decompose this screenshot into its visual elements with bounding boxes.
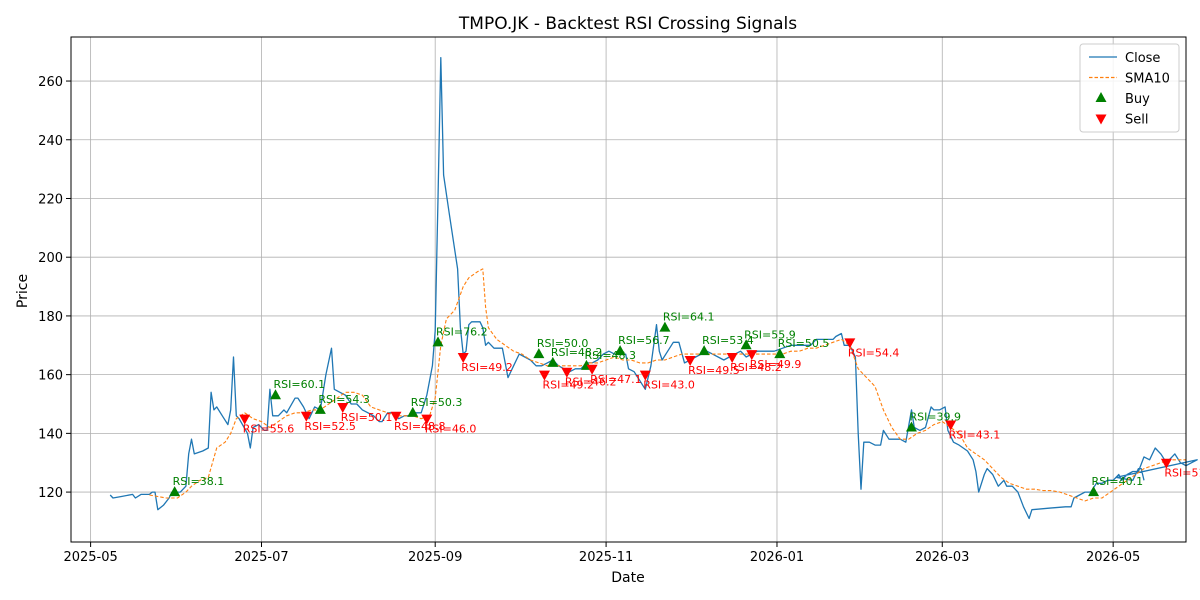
sell-marker (726, 353, 738, 364)
y-tick-label: 180 (38, 310, 63, 325)
legend-box (1079, 43, 1180, 133)
sell-signal-label: RSI=48.8 (394, 420, 446, 433)
sell-signal-label: RSI=55.6 (243, 423, 295, 436)
sell-signal-label: RSI=46.2 (565, 376, 617, 389)
sell-signal-label: RSI=51.9 (1164, 467, 1200, 480)
sell-marker (586, 364, 598, 375)
sell-signal-label: RSI=50.1 (341, 411, 393, 424)
buy-signal-label: RSI=40.1 (1092, 475, 1144, 488)
signal-layer: RSI=38.1 RSI=60.1 RSI=54.3 RSI=50.3 RSI=76.2… (169, 311, 1200, 497)
buy-signal-label: RSI=76.2 (436, 325, 488, 338)
buy-signal-label: RSI=50.0 (537, 337, 589, 350)
legend-entry-buy: Buy (1125, 92, 1150, 107)
sell-signal-label: RSI=54.4 (848, 346, 900, 359)
buy-marker (547, 356, 559, 367)
legend: Close SMA10 Buy Sell (1079, 43, 1180, 133)
legend-entry-close: Close (1125, 51, 1160, 66)
buy-signal-label: RSI=60.1 (274, 378, 326, 391)
buy-marker (169, 486, 181, 497)
sell-signal-label: RSI=48.2 (730, 361, 782, 374)
sell-signal-label: RSI=52.5 (304, 420, 356, 433)
sell-marker (1160, 458, 1172, 469)
y-tick-label: 200 (38, 251, 63, 266)
sell-signal-label: RSI=49.2 (542, 379, 594, 392)
x-axis-ticks: 2025-05 2025-07 2025-09 2025-11 2026-01 2026-… (63, 542, 1140, 565)
buy-signal-label: RSI=54.3 (318, 393, 370, 406)
y-tick-label: 220 (38, 192, 63, 207)
buy-marker (905, 421, 917, 432)
x-tick-label: 2025-07 (234, 550, 288, 565)
buy-signal-label: RSI=50.5 (778, 337, 830, 350)
y-axis-ticks: 120 140 160 180 200 220 240 260 (38, 75, 71, 501)
sell-signal-label: RSI=49.2 (461, 361, 513, 374)
x-tick-label: 2026-05 (1086, 550, 1140, 565)
y-tick-label: 120 (38, 486, 63, 501)
sell-marker (844, 338, 856, 349)
sell-marker (684, 355, 696, 366)
close-series-line (109, 56, 1198, 520)
buy-marker (407, 406, 419, 417)
sell-marker (945, 420, 957, 431)
buy-legend-swatch (1095, 92, 1107, 102)
buy-signal-label: RSI=64.1 (663, 311, 715, 324)
plot-frame (70, 36, 1187, 543)
y-tick-label: 140 (38, 427, 63, 442)
buy-signal-label: RSI=56.7 (618, 334, 670, 347)
buy-signal-label: RSI=38.1 (173, 475, 225, 488)
x-axis-label: Date (611, 570, 644, 586)
legend-entry-sell: Sell (1125, 113, 1148, 128)
buy-marker (1088, 486, 1100, 497)
buy-signal-label: RSI=39.9 (909, 410, 961, 423)
buy-marker (774, 348, 786, 359)
buy-marker (614, 345, 626, 356)
legend-entry-sma10: SMA10 (1125, 72, 1170, 87)
sma10-series-line (149, 268, 1186, 502)
sell-signal-label: RSI=43.0 (643, 379, 695, 392)
buy-signal-label: RSI=48.2 (551, 346, 603, 359)
buy-signal-label: RSI=55.9 (744, 328, 796, 341)
buy-signal-label: RSI=53.4 (702, 334, 754, 347)
sell-signal-label: RSI=46.0 (425, 423, 477, 436)
sell-marker (639, 370, 651, 381)
buy-signal-label: RSI=50.3 (411, 396, 463, 409)
sell-marker (300, 411, 312, 422)
x-tick-label: 2025-09 (408, 550, 462, 565)
sell-signal-label: RSI=43.1 (949, 429, 1001, 442)
buy-marker (314, 403, 326, 414)
sell-marker (337, 402, 349, 413)
y-tick-label: 260 (38, 75, 63, 90)
series-layer (109, 56, 1198, 520)
y-axis-label: Price (15, 274, 31, 308)
y-tick-label: 240 (38, 134, 63, 149)
buy-marker (740, 339, 752, 350)
x-tick-label: 2026-03 (915, 550, 969, 565)
sell-legend-swatch (1095, 114, 1107, 125)
sell-signal-label: RSI=49.9 (750, 358, 802, 371)
buy-marker (698, 345, 710, 356)
sell-signal-label: RSI=47.1 (590, 373, 642, 386)
sell-marker (538, 370, 550, 381)
x-tick-label: 2025-05 (63, 550, 117, 565)
sell-marker (421, 414, 433, 425)
sell-marker (239, 414, 251, 425)
buy-signal-label: RSI=48.3 (584, 349, 636, 362)
sell-marker (457, 353, 469, 364)
x-tick-label: 2025-11 (579, 550, 633, 565)
sell-marker (390, 411, 402, 422)
grid-lines (71, 37, 1186, 542)
y-tick-label: 160 (38, 369, 63, 384)
sell-signal-label: RSI=49.5 (688, 364, 740, 377)
sell-marker (561, 367, 573, 378)
buy-marker (270, 389, 282, 400)
sell-marker (746, 350, 758, 361)
x-tick-label: 2026-01 (750, 550, 804, 565)
buy-marker (432, 336, 444, 347)
buy-marker (533, 348, 545, 359)
chart-title: TMPO.JK - Backtest RSI Crossing Signals (458, 14, 797, 34)
buy-marker (659, 321, 671, 332)
